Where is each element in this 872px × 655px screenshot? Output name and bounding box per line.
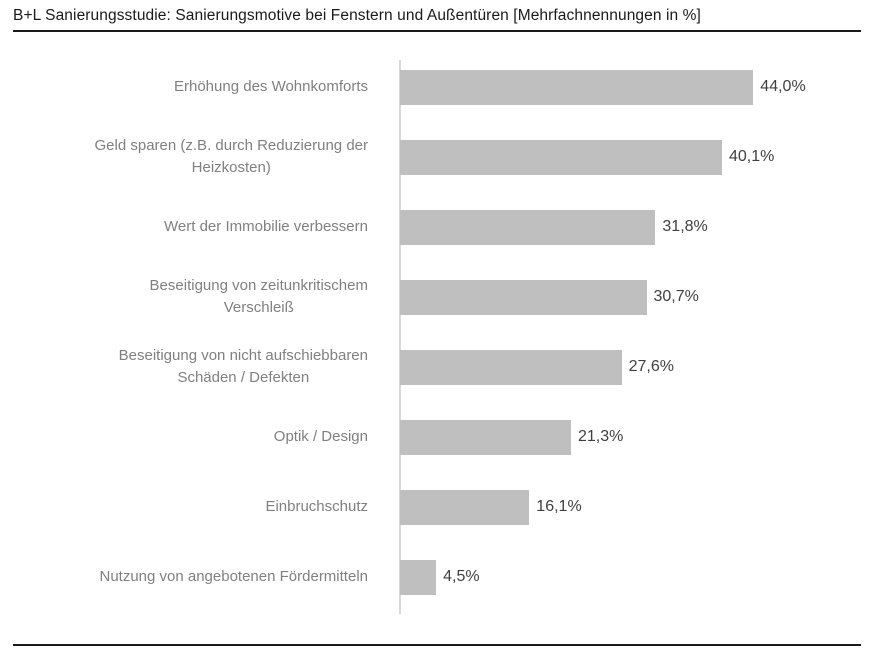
bar-cell: 30,7% bbox=[400, 279, 872, 315]
bar bbox=[400, 559, 437, 595]
bar bbox=[400, 419, 571, 455]
chart-row: Optik / Design 21,3% bbox=[0, 402, 872, 472]
category-label: Wert der Immobilie verbessern bbox=[164, 218, 368, 235]
category-label: Einbruchschutz bbox=[265, 498, 368, 515]
category-label: Optik / Design bbox=[273, 428, 368, 445]
category-label-cell: Nutzung von angebotenen Fördermitteln bbox=[0, 566, 400, 588]
category-label-cell: Erhöhung des Wohnkomforts bbox=[0, 76, 400, 98]
chart-row: Beseitigung von nicht aufschiebbaren Sch… bbox=[0, 332, 872, 402]
bar-cell: 27,6% bbox=[400, 349, 872, 385]
value-label: 27,6% bbox=[628, 358, 674, 375]
bar bbox=[400, 209, 656, 245]
bar-cell: 21,3% bbox=[400, 419, 872, 455]
value-label: 4,5% bbox=[443, 568, 480, 585]
bar bbox=[400, 279, 647, 315]
category-label-cell: Optik / Design bbox=[0, 426, 400, 448]
category-label: Erhöhung des Wohnkomforts bbox=[174, 78, 368, 95]
chart-row: Einbruchschutz 16,1% bbox=[0, 472, 872, 542]
category-label-cell: Beseitigung von zeitunkritischem Verschl… bbox=[0, 275, 400, 319]
category-axis-line bbox=[399, 60, 401, 614]
chart-row: Beseitigung von zeitunkritischem Verschl… bbox=[0, 262, 872, 332]
category-label-cell: Geld sparen (z.B. durch Reduzierung der … bbox=[0, 135, 400, 179]
chart-row: Nutzung von angebotenen Fördermitteln 4,5… bbox=[0, 542, 872, 612]
bottom-rule bbox=[13, 644, 861, 646]
category-label-cell: Wert der Immobilie verbessern bbox=[0, 216, 400, 238]
bar-cell: 44,0% bbox=[400, 69, 872, 105]
category-label: Geld sparen (z.B. durch Reduzierung der … bbox=[94, 137, 368, 176]
value-label: 21,3% bbox=[578, 428, 624, 445]
chart-rows: Erhöhung des Wohnkomforts 44,0% Geld spare… bbox=[0, 52, 872, 612]
category-label-cell: Beseitigung von nicht aufschiebbaren Sch… bbox=[0, 345, 400, 389]
bar bbox=[400, 139, 722, 175]
chart-row: Erhöhung des Wohnkomforts 44,0% bbox=[0, 52, 872, 122]
category-label-cell: Einbruchschutz bbox=[0, 496, 400, 518]
value-label: 16,1% bbox=[536, 498, 582, 515]
bar bbox=[400, 69, 754, 105]
category-label: Beseitigung von zeitunkritischem Verschl… bbox=[149, 277, 368, 316]
bar-chart: Erhöhung des Wohnkomforts 44,0% Geld spare… bbox=[0, 52, 872, 614]
bar bbox=[400, 349, 622, 385]
value-label: 44,0% bbox=[760, 78, 806, 95]
value-label: 40,1% bbox=[729, 148, 775, 165]
bar-cell: 31,8% bbox=[400, 209, 872, 245]
bar-cell: 40,1% bbox=[400, 139, 872, 175]
chart-header: B+L Sanierungsstudie: Sanierungsmotive b… bbox=[13, 5, 861, 32]
category-label: Nutzung von angebotenen Fördermitteln bbox=[99, 568, 368, 585]
chart-row: Wert der Immobilie verbessern 31,8% bbox=[0, 192, 872, 262]
bar bbox=[400, 489, 530, 525]
chart-title: B+L Sanierungsstudie: Sanierungsmotive b… bbox=[13, 7, 701, 24]
value-label: 31,8% bbox=[662, 218, 708, 235]
category-label: Beseitigung von nicht aufschiebbaren Sch… bbox=[118, 347, 368, 386]
chart-row: Geld sparen (z.B. durch Reduzierung der … bbox=[0, 122, 872, 192]
bar-cell: 4,5% bbox=[400, 559, 872, 595]
value-label: 30,7% bbox=[653, 288, 699, 305]
bar-cell: 16,1% bbox=[400, 489, 872, 525]
